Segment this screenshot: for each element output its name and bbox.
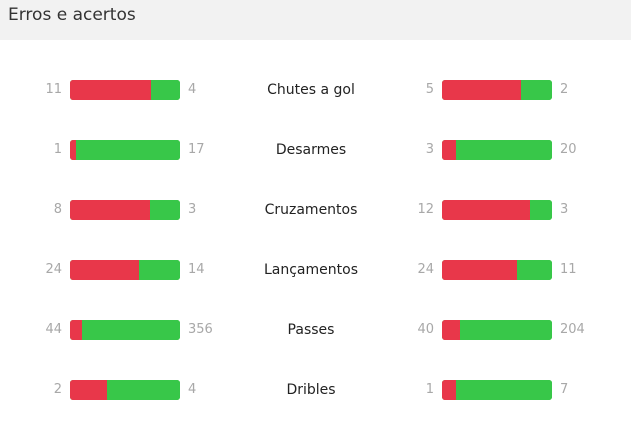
left-hits-segment bbox=[139, 260, 180, 280]
left-hits-count: 3 bbox=[188, 202, 197, 217]
left-hits-count: 14 bbox=[188, 262, 205, 277]
left-hits-count: 4 bbox=[188, 82, 197, 97]
left-errors-count: 8 bbox=[53, 202, 62, 217]
right-ratio-bar bbox=[442, 80, 552, 100]
right-errors-segment bbox=[442, 80, 521, 100]
right-hits-segment bbox=[520, 80, 552, 100]
left-errors-count: 2 bbox=[53, 382, 62, 397]
right-hits-segment bbox=[455, 380, 552, 400]
stat-row-cruzamentos: 8 3 Cruzamentos 12 3 bbox=[0, 199, 631, 221]
left-errors-segment bbox=[70, 80, 151, 100]
stat-label: Lançamentos bbox=[263, 262, 358, 278]
left-ratio-bar bbox=[70, 380, 180, 400]
left-errors-segment bbox=[70, 320, 83, 340]
right-ratio-bar bbox=[442, 260, 552, 280]
right-errors-segment bbox=[442, 260, 518, 280]
left-ratio-bar bbox=[70, 80, 180, 100]
left-errors-segment bbox=[70, 380, 107, 400]
right-errors-count: 5 bbox=[425, 82, 434, 97]
stat-row-passes: 44 356 Passes 40 204 bbox=[0, 319, 631, 341]
left-hits-segment bbox=[76, 140, 180, 160]
left-errors-count: 44 bbox=[45, 322, 62, 337]
left-errors-segment bbox=[70, 200, 150, 220]
stat-label: Chutes a gol bbox=[267, 82, 355, 98]
stat-label: Cruzamentos bbox=[264, 202, 358, 218]
left-errors-segment bbox=[70, 260, 140, 280]
left-hits-segment bbox=[150, 80, 180, 100]
left-hits-count: 356 bbox=[188, 322, 213, 337]
left-hits-segment bbox=[82, 320, 180, 340]
left-errors-count: 11 bbox=[45, 82, 62, 97]
right-hits-segment bbox=[530, 200, 552, 220]
right-ratio-bar bbox=[442, 140, 552, 160]
stat-row-lancamentos: 24 14 Lançamentos 24 11 bbox=[0, 259, 631, 281]
right-errors-segment bbox=[442, 380, 456, 400]
stat-label: Desarmes bbox=[275, 142, 347, 158]
stat-row-dribles: 2 4 Dribles 1 7 bbox=[0, 379, 631, 401]
left-hits-count: 4 bbox=[188, 382, 197, 397]
left-errors-segment bbox=[70, 140, 77, 160]
right-errors-count: 3 bbox=[425, 142, 434, 157]
right-ratio-bar bbox=[442, 380, 552, 400]
right-ratio-bar bbox=[442, 320, 552, 340]
right-errors-segment bbox=[442, 320, 461, 340]
left-hits-segment bbox=[150, 200, 180, 220]
right-hits-segment bbox=[517, 260, 552, 280]
left-hits-segment bbox=[106, 380, 180, 400]
right-errors-count: 1 bbox=[425, 382, 434, 397]
right-errors-count: 40 bbox=[417, 322, 434, 337]
section-title: Erros e acertos bbox=[8, 5, 136, 25]
right-hits-segment bbox=[456, 140, 552, 160]
section-header: Erros e acertos bbox=[0, 0, 631, 40]
left-ratio-bar bbox=[70, 200, 180, 220]
left-hits-count: 17 bbox=[188, 142, 205, 157]
right-ratio-bar bbox=[442, 200, 552, 220]
left-errors-count: 1 bbox=[53, 142, 62, 157]
stat-row-chutes-a-gol: 11 4 Chutes a gol 5 2 bbox=[0, 79, 631, 101]
right-errors-count: 24 bbox=[417, 262, 434, 277]
stat-row-desarmes: 1 17 Desarmes 3 20 bbox=[0, 139, 631, 161]
right-hits-count: 20 bbox=[560, 142, 577, 157]
right-hits-count: 7 bbox=[560, 382, 569, 397]
left-errors-count: 24 bbox=[45, 262, 62, 277]
right-errors-count: 12 bbox=[417, 202, 434, 217]
left-ratio-bar bbox=[70, 140, 180, 160]
stat-label: Passes bbox=[287, 322, 335, 338]
right-errors-segment bbox=[442, 200, 530, 220]
stat-label: Dribles bbox=[286, 382, 336, 398]
right-hits-count: 2 bbox=[560, 82, 569, 97]
right-hits-count: 204 bbox=[560, 322, 585, 337]
left-ratio-bar bbox=[70, 260, 180, 280]
right-hits-count: 11 bbox=[560, 262, 577, 277]
right-hits-segment bbox=[460, 320, 552, 340]
right-errors-segment bbox=[442, 140, 457, 160]
right-hits-count: 3 bbox=[560, 202, 569, 217]
left-ratio-bar bbox=[70, 320, 180, 340]
